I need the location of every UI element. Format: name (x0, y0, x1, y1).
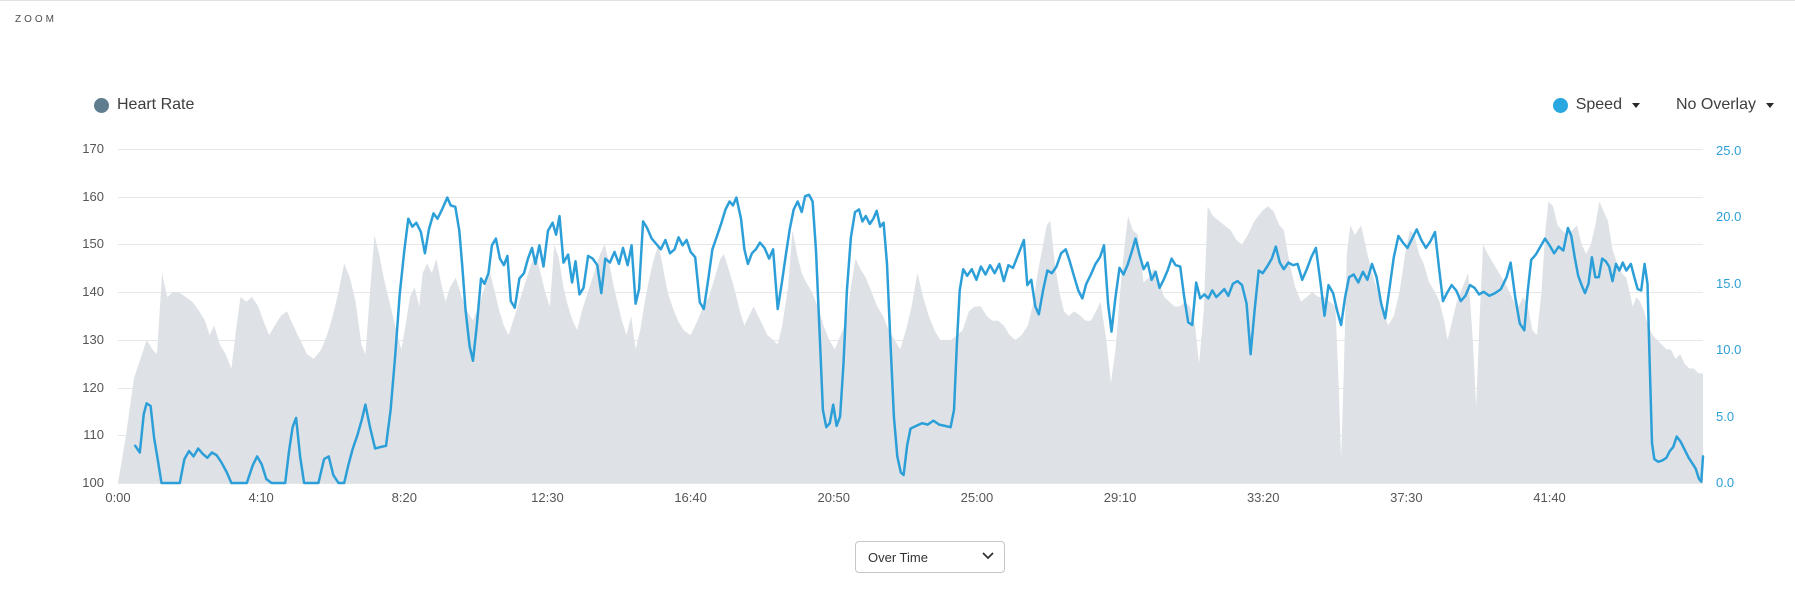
time-tick-label: 12:30 (531, 490, 564, 505)
speed-tick-label: 15.0 (1716, 275, 1742, 291)
time-tick-label: 4:10 (248, 490, 274, 505)
speed-tick-label: 0.0 (1716, 475, 1735, 490)
chart-view-select[interactable]: Over Time (855, 541, 1005, 573)
overlay-label: No Overlay (1675, 96, 1756, 113)
heart-rate-tick-label: 100 (82, 475, 104, 490)
speed-series-dropdown[interactable]: Speed (1552, 96, 1640, 114)
heart-rate-tick-label: 120 (82, 379, 104, 395)
chart-view-select-wrap: Over Time (855, 541, 1005, 573)
chevron-down-icon (1766, 102, 1774, 108)
time-tick-label: 20:50 (817, 490, 851, 505)
heart-rate-area (118, 201, 1703, 483)
heart-rate-legend[interactable]: Heart Rate (94, 96, 194, 114)
time-tick-label: 16:40 (674, 490, 707, 505)
speed-tick-label: 25.0 (1716, 143, 1742, 158)
speed-tick-label: 20.0 (1716, 209, 1742, 225)
speed-legend-dot-icon (1552, 97, 1568, 113)
heart-rate-tick-label: 150 (82, 236, 104, 252)
time-tick-label: 41:40 (1533, 490, 1566, 505)
time-tick-label: 33:20 (1246, 490, 1280, 505)
heart-rate-tick-label: 110 (83, 427, 104, 443)
speed-legend-label: Speed (1575, 96, 1622, 113)
heart-rate-tick-label: 130 (82, 331, 104, 347)
speed-tick-label: 10.0 (1716, 342, 1742, 358)
speed-tick-label: 5.0 (1716, 408, 1735, 424)
chevron-down-icon (1631, 102, 1640, 108)
heart-rate-tick-label: 160 (82, 188, 104, 204)
time-tick-label: 37:30 (1390, 490, 1423, 505)
zoom-hint-label: ZOOM (15, 14, 57, 25)
time-tick-label: 0:00 (105, 490, 131, 505)
heart-rate-tick-label: 170 (82, 141, 104, 156)
heart-rate-legend-dot-icon (94, 97, 109, 113)
time-tick-label: 25:00 (960, 490, 994, 505)
speed-line (133, 193, 1705, 485)
heart-rate-tick-label: 140 (82, 284, 104, 300)
overlay-dropdown[interactable]: No Overlay (1676, 96, 1774, 114)
heart-rate-legend-label: Heart Rate (117, 96, 195, 113)
time-tick-label: 8:20 (391, 490, 417, 505)
chart-series-controls: Speed No Overlay (1552, 96, 1774, 114)
time-tick-label: 29:10 (1103, 490, 1137, 505)
